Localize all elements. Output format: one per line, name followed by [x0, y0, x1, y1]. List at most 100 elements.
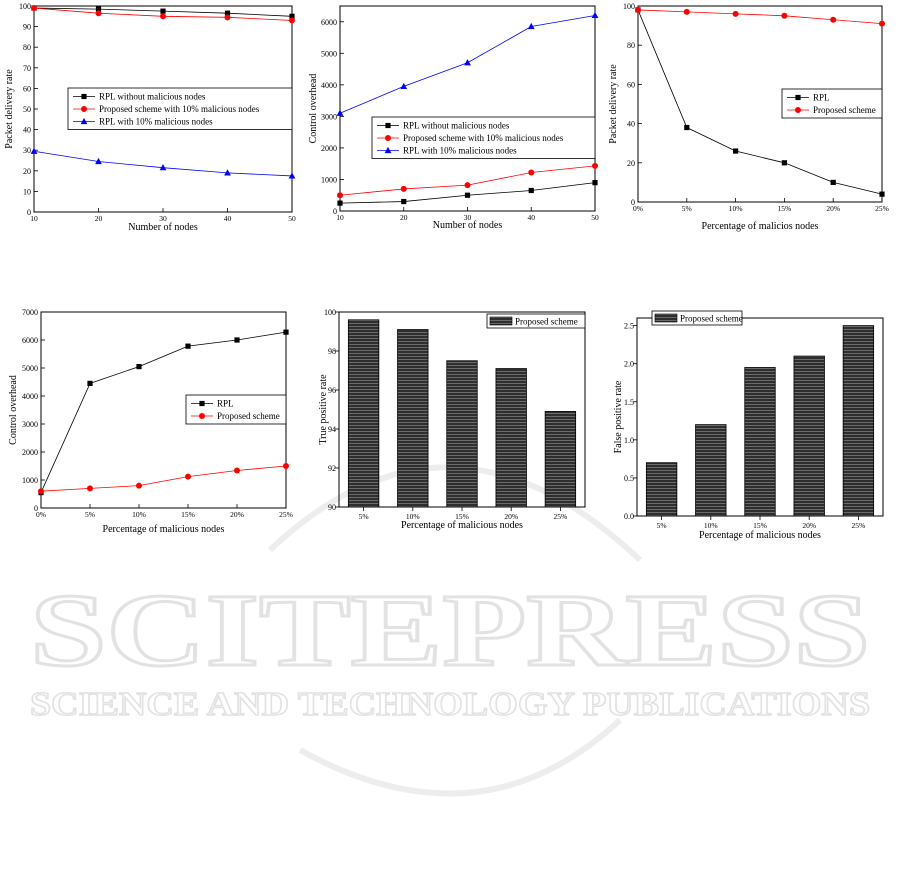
x-tick-label: 0% [633, 204, 643, 213]
y-tick-label: 1.5 [624, 398, 634, 407]
y-tick-label: 7000 [22, 308, 38, 317]
x-tick-label: 20% [802, 521, 816, 530]
x-tick-label: 0% [36, 510, 46, 519]
data-point [30, 147, 38, 154]
series-line-1 [637, 9, 883, 25]
y-tick-label: 94 [328, 425, 336, 434]
legend-marker [795, 107, 801, 113]
chart-false-positive-rate: 0.0 0.5 1.0 1.5 2.0 2.5 Percentage of maliciou… [613, 310, 884, 541]
bar [695, 424, 727, 517]
legend-label: Proposed scheme with 10% malicious nodes [403, 133, 564, 143]
data-point [160, 13, 166, 20]
legend-swatch [654, 313, 678, 323]
x-tick-label: 25% [852, 521, 866, 530]
x-tick-label: 30 [464, 213, 472, 222]
legend: RPL Proposed scheme [781, 88, 883, 119]
data-point [283, 329, 289, 335]
legend: RPL without malicious nodes Proposed sche… [67, 87, 293, 130]
legend-marker [80, 117, 88, 125]
legend-box [781, 88, 883, 119]
y-tick-label: 1.0 [624, 436, 634, 445]
data-point [337, 192, 343, 199]
watermark-line2: SCIENCE AND TECHNOLOGY PUBLICATIONS [30, 686, 870, 723]
data-point [288, 172, 296, 179]
y-tick-label: 2000 [22, 448, 38, 457]
data-point [528, 187, 534, 194]
x-axis-label: Number of nodes [433, 220, 503, 231]
legend-box [185, 394, 287, 425]
data-point [38, 488, 44, 495]
y-tick-label: 96 [328, 386, 336, 395]
y-tick-label: 60 [627, 80, 635, 89]
data-point [683, 8, 690, 15]
data-point [528, 169, 535, 176]
x-axis-label: Percentage of malicios nodes [702, 221, 819, 232]
data-point [592, 162, 598, 169]
data-point [336, 109, 344, 116]
x-axis-label: Percentage of malicious nodes [401, 520, 523, 531]
legend: Proposed scheme [651, 310, 743, 326]
data-point [95, 157, 102, 165]
legend-label: Proposed scheme [217, 411, 280, 421]
data-point [234, 467, 240, 474]
watermark-arc-shape-2 [298, 717, 623, 797]
legend-marker [199, 413, 205, 419]
data-point [136, 364, 142, 370]
x-tick-label: 10% [729, 204, 743, 213]
y-tick-label: 2000 [321, 144, 337, 153]
data-point [879, 20, 885, 27]
legend-marker [385, 135, 391, 141]
x-tick-label: 40 [224, 214, 232, 223]
legend-label: RPL without malicious nodes [403, 121, 510, 131]
data-point [527, 22, 535, 30]
data-point [684, 124, 690, 131]
chart-true-positive-rate: 90 92 94 96 98 100 Percentage of malicious nod… [318, 308, 586, 531]
data-point [337, 200, 343, 206]
x-tick-label: 20% [826, 204, 840, 213]
x-tick-label: 20% [504, 512, 518, 521]
y-axis-label: False positive rate [613, 380, 624, 453]
y-axis-label: Packet delivery rate [4, 69, 15, 149]
x-tick-label: 25% [554, 512, 568, 521]
x-tick-label: 40 [528, 213, 536, 222]
legend-label: RPL with 10% malicious nodes [99, 117, 213, 127]
data-point [830, 16, 837, 23]
data-point [136, 482, 142, 489]
y-tick-label: 6000 [321, 18, 337, 27]
y-tick-label: 0.5 [624, 474, 634, 483]
data-point [234, 337, 240, 343]
data-point [289, 13, 295, 19]
y-tick-label: 0 [631, 198, 635, 207]
data-point [830, 179, 836, 185]
bar [446, 360, 478, 508]
legend-label: RPL with 10% malicious nodes [403, 146, 517, 156]
y-tick-label: 1000 [321, 175, 337, 184]
y-tick-label: 100 [324, 308, 336, 317]
x-tick-label: 10% [406, 512, 420, 521]
data-point [159, 164, 167, 171]
x-tick-label: 15% [455, 512, 469, 521]
chart-packet-delivery-vs-malicious: 0 20 40 60 80 100 Percentage of malicios nodes… [608, 2, 889, 232]
y-tick-label: 4000 [22, 392, 38, 401]
y-tick-label: 40 [627, 120, 635, 129]
data-point [401, 198, 407, 205]
y-tick-label: 100 [19, 2, 31, 11]
x-tick-label: 30 [159, 214, 167, 223]
data-point [732, 10, 739, 17]
y-tick-label: 0 [333, 207, 337, 216]
y-tick-label: 80 [627, 41, 635, 50]
y-tick-label: 20 [627, 159, 635, 168]
y-tick-label: 40 [23, 126, 31, 135]
data-point [781, 160, 787, 166]
y-axis-label: True positive rate [318, 374, 329, 445]
y-tick-label: 98 [328, 347, 336, 356]
series-line-0 [40, 331, 287, 493]
data-point [31, 5, 37, 12]
chart-control-overhead-vs-nodes: 0 1000 2000 3000 4000 5000 6000 Number of nodes… [308, 5, 599, 231]
x-tick-label: 15% [778, 204, 792, 213]
y-axis-label: Control overhead [8, 375, 19, 445]
